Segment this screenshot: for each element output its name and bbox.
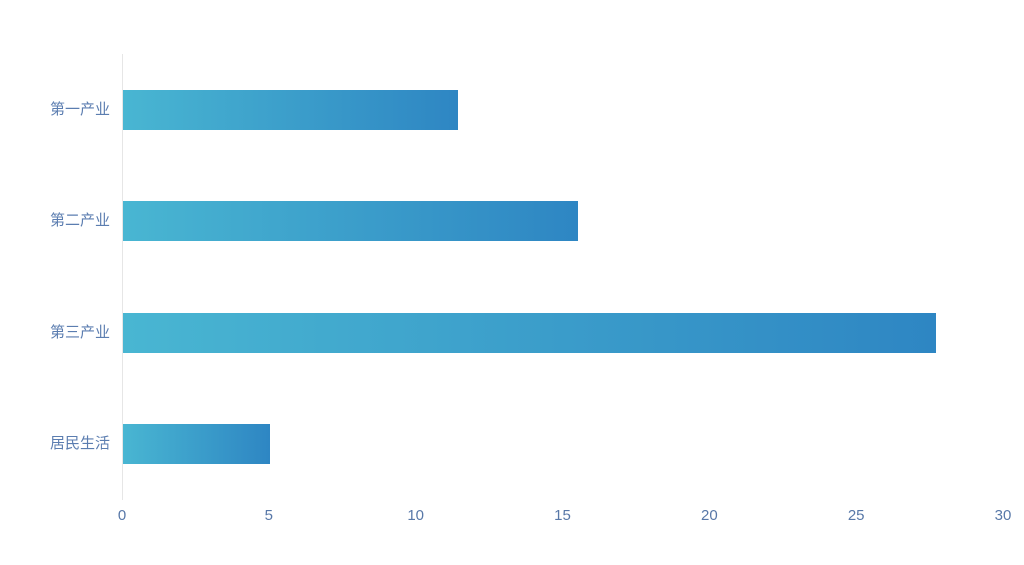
- category-label: 第二产业: [49, 212, 110, 230]
- x-tick-label: 30: [994, 507, 1012, 524]
- x-tick-label: 0: [117, 507, 127, 524]
- bar-第一产业[interactable]: [123, 89, 458, 130]
- bar-居民生活[interactable]: [123, 424, 270, 465]
- category-label: 第一产业: [49, 100, 110, 118]
- y-axis-line: [122, 54, 123, 500]
- x-tick-label: 10: [407, 507, 424, 524]
- x-tick-label: 15: [554, 507, 571, 524]
- bar-row: [123, 89, 458, 130]
- bar-row: [123, 312, 937, 353]
- x-tick-label: 5: [264, 507, 273, 524]
- x-tick-label: 25: [847, 507, 865, 524]
- bar-第二产业[interactable]: [123, 201, 579, 242]
- bar-row: [123, 424, 270, 465]
- bar-row: [123, 201, 579, 242]
- x-tick-label: 20: [700, 507, 718, 524]
- category-label: 居民生活: [49, 435, 110, 453]
- category-label: 第三产业: [49, 323, 110, 341]
- bar-第三产业[interactable]: [123, 312, 937, 353]
